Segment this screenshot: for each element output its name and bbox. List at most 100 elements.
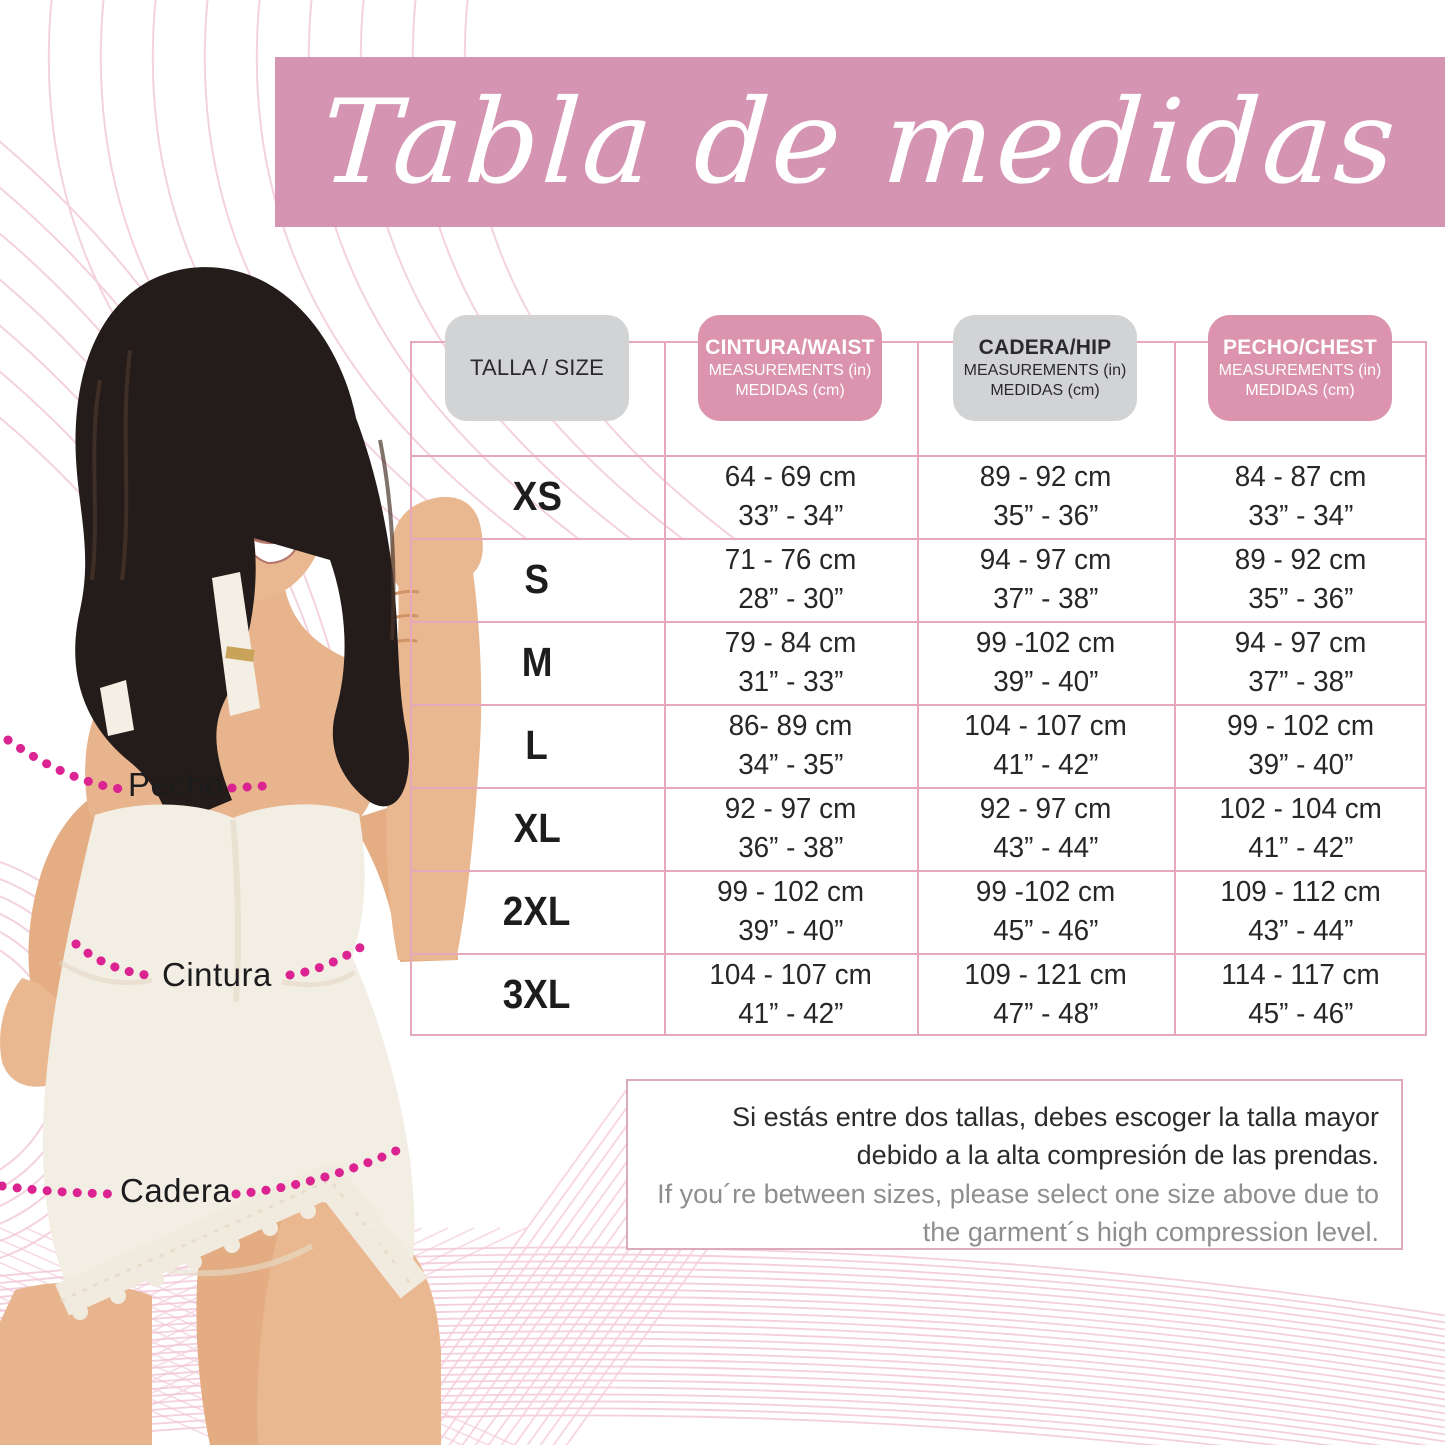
inch-value: 33” - 34” xyxy=(737,499,844,532)
chest-cell: 114 - 117 cm 45” - 46” xyxy=(1174,953,1427,1036)
inch-value: 45” - 46” xyxy=(992,914,1099,947)
chest-cell: 89 - 92 cm 35” - 36” xyxy=(1174,538,1427,621)
inch-value: 43” - 44” xyxy=(992,831,1099,864)
inch-value: 33” - 34” xyxy=(1247,499,1354,532)
table-row: M 79 - 84 cm 31” - 33” 99 -102 cm 39” - 40… xyxy=(410,621,1427,704)
table-gridline-v xyxy=(1425,341,1427,1036)
table-gridline-v xyxy=(1174,341,1176,1036)
label-cintura: Cintura xyxy=(162,956,272,993)
cintura-dotted-line-left xyxy=(71,939,159,981)
cm-value: 89 - 92 cm xyxy=(1234,544,1367,577)
size-cell: L xyxy=(410,704,664,787)
chest-cell: 109 - 112 cm 43” - 44” xyxy=(1174,870,1427,953)
cintura-dotted-line-right xyxy=(285,939,371,980)
cm-value: 86- 89 cm xyxy=(728,710,853,743)
cm-value: 84 - 87 cm xyxy=(1234,461,1367,494)
label-pecho: Pecho xyxy=(128,766,225,803)
hip-cell: 99 -102 cm 45” - 46” xyxy=(917,870,1174,953)
size-value: XS xyxy=(512,473,562,519)
cm-value: 99 - 102 cm xyxy=(716,876,864,909)
inch-value: 37” - 38” xyxy=(992,582,1099,615)
note-text-english: If you´re between sizes, please select o… xyxy=(657,1178,1379,1247)
inch-value: 35” - 36” xyxy=(1247,582,1354,615)
table-gridline-v xyxy=(917,341,919,1036)
inch-value: 39” - 40” xyxy=(737,914,844,947)
inch-value: 36” - 38” xyxy=(737,831,844,864)
inch-value: 41” - 42” xyxy=(992,748,1099,781)
title-banner: Tabla de medidas xyxy=(275,57,1445,227)
cm-value: 92 - 97 cm xyxy=(724,793,857,826)
header-label: PECHO/CHEST xyxy=(1223,335,1377,359)
cadera-dotted-line-left xyxy=(0,1181,117,1199)
label-cadera: Cadera xyxy=(120,1172,232,1209)
pecho-dotted-line-right xyxy=(227,781,269,793)
cm-value: 99 -102 cm xyxy=(975,876,1116,909)
header-sublabel: MEASUREMENTS (in) xyxy=(1218,362,1382,380)
inch-value: 45” - 46” xyxy=(1247,997,1354,1030)
cm-value: 114 - 117 cm xyxy=(1221,959,1380,992)
header-cell-chest: PECHO/CHEST MEASUREMENTS (in) MEDIDAS (c… xyxy=(1208,315,1392,421)
header-sublabel: MEASUREMENTS (in) xyxy=(963,362,1127,380)
size-value: M xyxy=(521,639,553,685)
inch-value: 31” - 33” xyxy=(737,665,844,698)
size-cell: M xyxy=(410,621,664,704)
hip-cell: 104 - 107 cm 41” - 42” xyxy=(917,704,1174,787)
cm-value: 99 - 102 cm xyxy=(1226,710,1374,743)
header-label: TALLA / SIZE xyxy=(469,355,605,381)
inch-value: 34” - 35” xyxy=(737,748,844,781)
cm-value: 104 - 107 cm xyxy=(709,959,872,992)
table-row: L 86- 89 cm 34” - 35” 104 - 107 cm 41” - 4… xyxy=(410,704,1427,787)
cm-value: 109 - 121 cm xyxy=(964,959,1127,992)
table-row: 2XL 99 - 102 cm 39” - 40” 99 -102 cm 45” -… xyxy=(410,870,1427,953)
cadera-dotted-line-right xyxy=(231,1145,403,1199)
inch-value: 41” - 42” xyxy=(1247,831,1354,864)
cm-value: 94 - 97 cm xyxy=(1234,627,1367,660)
cm-value: 94 - 97 cm xyxy=(979,544,1112,577)
waist-cell: 64 - 69 cm 33” - 34” xyxy=(664,455,917,538)
cm-value: 79 - 84 cm xyxy=(724,627,857,660)
chest-cell: 84 - 87 cm 33” - 34” xyxy=(1174,455,1427,538)
hip-cell: 109 - 121 cm 47” - 48” xyxy=(917,953,1174,1036)
waist-cell: 86- 89 cm 34” - 35” xyxy=(664,704,917,787)
header-label: CADERA/HIP xyxy=(978,335,1112,359)
cm-value: 89 - 92 cm xyxy=(979,461,1112,494)
header-cell-hip: CADERA/HIP MEASUREMENTS (in) MEDIDAS (cm… xyxy=(953,315,1137,421)
size-cell: XS xyxy=(410,455,664,538)
waist-cell: 92 - 97 cm 36” - 38” xyxy=(664,787,917,870)
inch-value: 41” - 42” xyxy=(737,997,844,1030)
size-value: XL xyxy=(513,805,561,851)
size-cell: 3XL xyxy=(410,953,664,1036)
cm-value: 104 - 107 cm xyxy=(964,710,1127,743)
cm-value: 102 - 104 cm xyxy=(1219,793,1382,826)
hip-cell: 99 -102 cm 39” - 40” xyxy=(917,621,1174,704)
table-gridline-v xyxy=(664,341,666,1036)
cm-value: 92 - 97 cm xyxy=(979,793,1112,826)
header-sublabel: MEDIDAS (cm) xyxy=(735,382,845,400)
waist-cell: 99 - 102 cm 39” - 40” xyxy=(664,870,917,953)
header-cell-size: TALLA / SIZE xyxy=(445,315,629,421)
hip-cell: 94 - 97 cm 37” - 38” xyxy=(917,538,1174,621)
inch-value: 35” - 36” xyxy=(992,499,1099,532)
waist-cell: 104 - 107 cm 41” - 42” xyxy=(664,953,917,1036)
inch-value: 47” - 48” xyxy=(992,997,1099,1030)
header-sublabel: MEDIDAS (cm) xyxy=(1245,382,1355,400)
header-sublabel: MEASUREMENTS (in) xyxy=(708,362,872,380)
cm-value: 99 -102 cm xyxy=(975,627,1116,660)
table-row: 3XL 104 - 107 cm 41” - 42” 109 - 121 cm 47… xyxy=(410,953,1427,1036)
table-row: XL 92 - 97 cm 36” - 38” 92 - 97 cm 43” - 4… xyxy=(410,787,1427,870)
inch-value: 39” - 40” xyxy=(1247,748,1354,781)
header-label: CINTURA/WAIST xyxy=(705,335,875,359)
table-gridline-v xyxy=(410,341,412,1036)
inch-value: 43” - 44” xyxy=(1247,914,1354,947)
size-table: TALLA / SIZE CINTURA/WAIST MEASUREMENTS … xyxy=(410,315,1427,1036)
table-row: XS 64 - 69 cm 33” - 34” 89 - 92 cm 35” - 3… xyxy=(410,455,1427,538)
size-cell: S xyxy=(410,538,664,621)
inch-value: 39” - 40” xyxy=(992,665,1099,698)
hip-cell: 89 - 92 cm 35” - 36” xyxy=(917,455,1174,538)
size-value: 2XL xyxy=(503,888,571,934)
cm-value: 109 - 112 cm xyxy=(1220,876,1381,909)
inch-value: 37” - 38” xyxy=(1247,665,1354,698)
note-text-spanish: Si estás entre dos tallas, debes escoger… xyxy=(732,1102,1379,1171)
